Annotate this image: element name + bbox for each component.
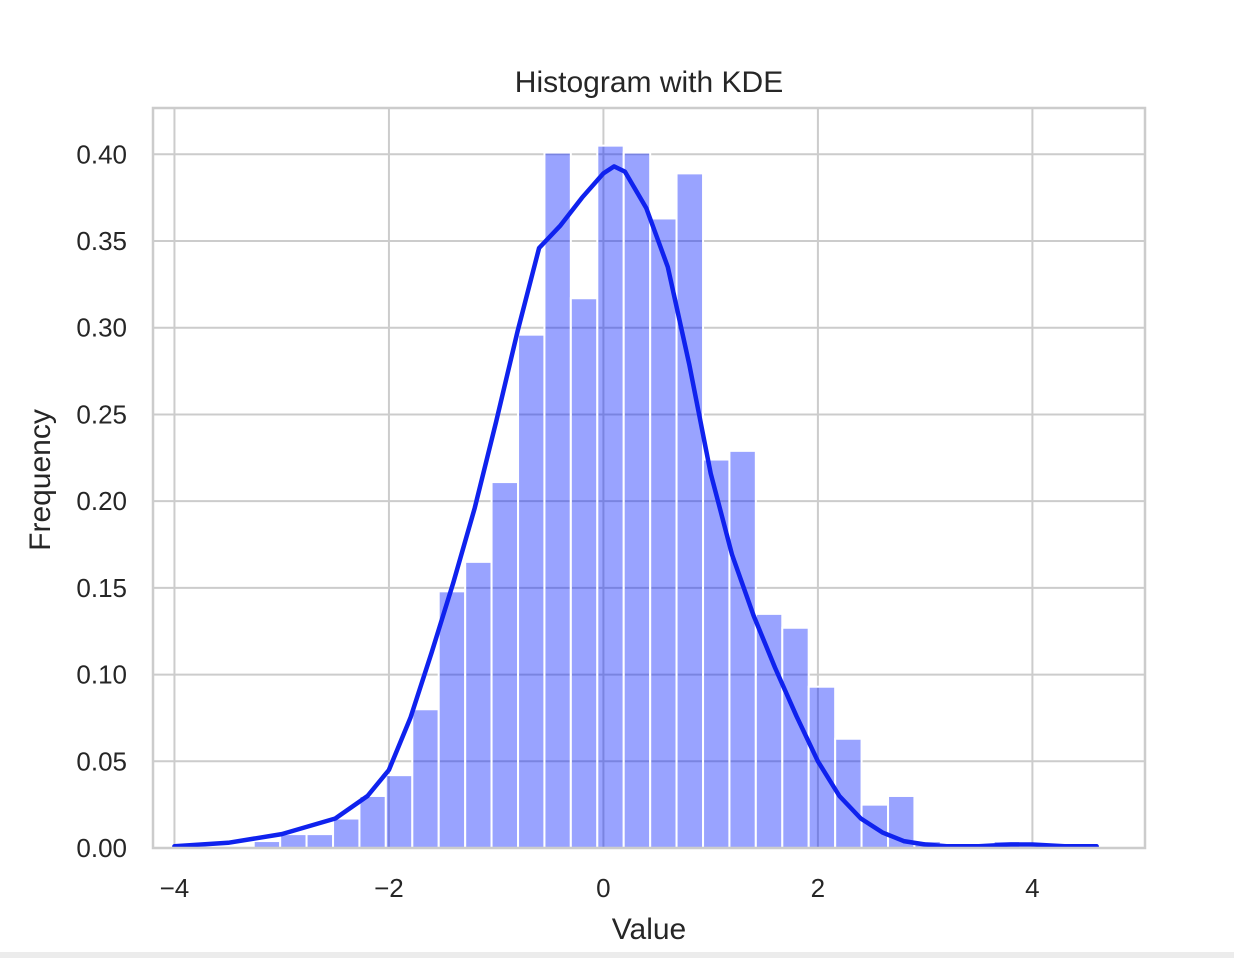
- y-tick-label: 0.10: [76, 660, 127, 690]
- y-tick-labels: 0.00 0.05 0.10 0.15 0.20 0.25 0.30 0.35 0.40: [76, 139, 127, 863]
- x-tick-labels: −4 −2 0 2 4: [160, 873, 1040, 903]
- histogram-bar: [358, 794, 387, 850]
- x-tick-label: 4: [1025, 873, 1039, 903]
- y-tick-label: 0.20: [76, 486, 127, 516]
- histogram-bar: [543, 151, 572, 850]
- x-axis-label: Value: [612, 913, 687, 946]
- x-tick-label: 2: [811, 873, 825, 903]
- histogram-bar: [279, 833, 308, 850]
- histogram-bar: [464, 560, 493, 849]
- histogram-bar: [305, 833, 335, 850]
- y-tick-label: 0.25: [76, 399, 127, 429]
- histogram-bar: [596, 144, 625, 849]
- y-tick-label: 0.15: [76, 573, 127, 603]
- histogram-bar: [649, 217, 678, 849]
- y-axis-label: Frequency: [24, 409, 57, 551]
- x-tick-label: −2: [374, 873, 404, 903]
- histogram-bar: [622, 151, 652, 850]
- histogram-bar: [490, 481, 520, 849]
- y-tick-label: 0.30: [76, 313, 127, 343]
- y-tick-label: 0.35: [76, 226, 127, 256]
- y-tick-label: 0.40: [76, 139, 127, 169]
- histogram-bar: [728, 449, 757, 849]
- y-tick-label: 0.05: [76, 746, 127, 776]
- histogram-bar: [675, 172, 705, 849]
- x-tick-label: 0: [596, 873, 610, 903]
- bottom-strip: [0, 952, 1234, 958]
- histogram-bar: [332, 817, 361, 850]
- kde-curve: [172, 164, 1099, 849]
- histogram-bar: [384, 774, 414, 849]
- histogram-bar: [517, 333, 546, 849]
- histogram-bar: [411, 708, 440, 850]
- x-tick-label: −4: [160, 873, 190, 903]
- y-tick-label: 0.00: [76, 833, 127, 863]
- chart-title: Histogram with KDE: [515, 66, 783, 99]
- histogram-bar: [437, 590, 467, 850]
- histogram-bar: [702, 458, 731, 849]
- histogram-bars: [252, 144, 1022, 850]
- histogram-bar: [569, 297, 599, 849]
- plot-frame: [151, 106, 1147, 850]
